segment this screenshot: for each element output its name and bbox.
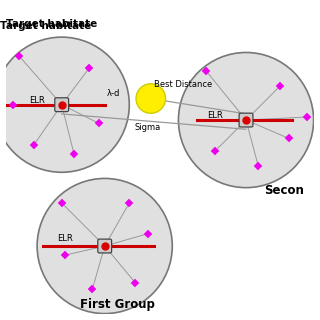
Text: ELR: ELR xyxy=(29,96,45,105)
Text: λ-d: λ-d xyxy=(107,90,121,99)
FancyBboxPatch shape xyxy=(55,98,68,112)
Text: First Group: First Group xyxy=(80,298,155,310)
Circle shape xyxy=(179,52,314,188)
Circle shape xyxy=(0,37,129,172)
Circle shape xyxy=(37,179,172,314)
Circle shape xyxy=(136,84,165,113)
Text: ELR: ELR xyxy=(57,234,73,243)
Text: ELR: ELR xyxy=(207,111,223,120)
FancyBboxPatch shape xyxy=(98,239,112,253)
Text: Best Distance: Best Distance xyxy=(154,80,212,89)
FancyBboxPatch shape xyxy=(239,113,253,127)
Text: Sigma: Sigma xyxy=(135,123,161,132)
Text: Target habitate: Target habitate xyxy=(6,19,98,29)
Text: Target habitate: Target habitate xyxy=(0,21,92,31)
Text: Secon: Secon xyxy=(264,184,304,197)
